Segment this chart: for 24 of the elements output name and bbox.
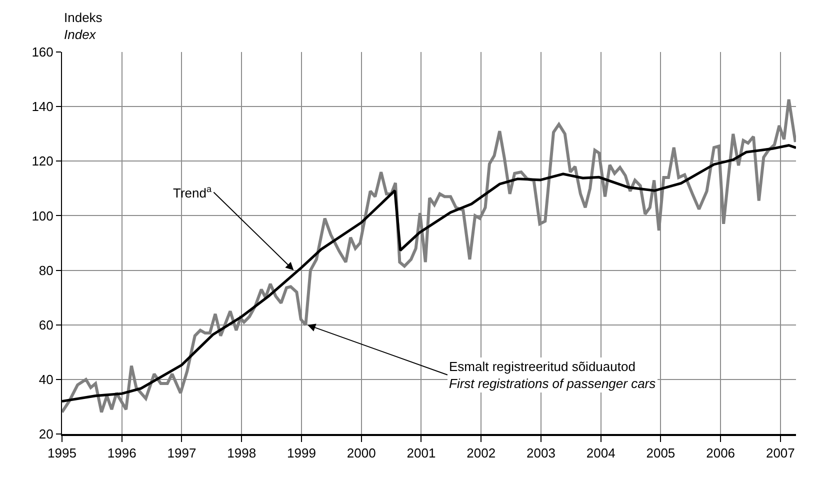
x-tick-label: 1996: [107, 446, 136, 461]
y-axis-title: Indeks Index: [64, 10, 103, 42]
x-tick-label: 1997: [167, 446, 196, 461]
y-tick-label: 60: [38, 317, 54, 332]
y-tick-label: 40: [38, 372, 54, 387]
annotation: Esmalt registreeritud sõiduautod First registrations of passenger cars: [449, 359, 656, 391]
x-tick-label: 1998: [227, 446, 256, 461]
x-tick-label: 2005: [646, 446, 676, 461]
y-tick-label: 100: [32, 208, 54, 224]
x-tick-label: 2003: [526, 446, 556, 461]
annotation: Trend$^{a}$: [173, 184, 212, 200]
x-tick-label: 2002: [466, 446, 496, 461]
y-tick-label: 160: [32, 44, 54, 60]
x-tick-label: 2000: [346, 446, 376, 461]
x-tick-label: 2007: [766, 446, 795, 461]
y-tick-label: 20: [38, 426, 54, 442]
y-tick-label: 80: [38, 262, 54, 278]
y-tick-label: 120: [32, 154, 54, 169]
x-tick-label: 2004: [586, 446, 616, 461]
x-tick-label: 2006: [706, 446, 736, 461]
x-tick-label: 1999: [287, 446, 316, 461]
x-tick-label: 2001: [406, 446, 436, 461]
x-tick-label: 1995: [48, 446, 76, 461]
y-tick-label: 140: [32, 99, 54, 114]
